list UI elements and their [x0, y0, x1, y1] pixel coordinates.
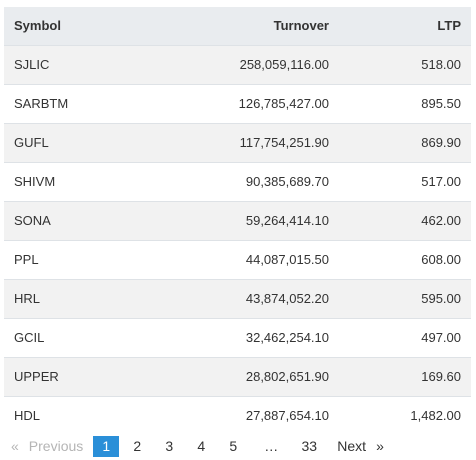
table-row: GCIL 32,462,254.10 497.00: [4, 317, 471, 357]
cell-ltp: 169.60: [339, 356, 471, 396]
cell-symbol: PPL: [4, 239, 114, 279]
page-button-last[interactable]: 33: [301, 438, 318, 454]
cell-symbol: SHIVM: [4, 161, 114, 201]
table-row: SARBTM 126,785,427.00 895.50: [4, 83, 471, 123]
table-row: SHIVM 90,385,689.70 517.00: [4, 161, 471, 201]
cell-turnover: 117,754,251.90: [114, 122, 339, 162]
table-row: SJLIC 258,059,116.00 518.00: [4, 44, 471, 84]
cell-turnover: 44,087,015.50: [114, 239, 339, 279]
cell-symbol: GCIL: [4, 317, 114, 357]
table-row: UPPER 28,802,651.90 169.60: [4, 356, 471, 396]
cell-ltp: 595.00: [339, 278, 471, 318]
cell-ltp: 869.90: [339, 122, 471, 162]
cell-ltp: 462.00: [339, 200, 471, 240]
cell-turnover: 258,059,116.00: [114, 44, 339, 84]
table-row: SONA 59,264,414.10 462.00: [4, 200, 471, 240]
cell-turnover: 43,874,052.20: [114, 278, 339, 318]
page-button-1[interactable]: 1: [93, 436, 120, 457]
cell-ltp: 518.00: [339, 44, 471, 84]
cell-turnover: 90,385,689.70: [114, 161, 339, 201]
table-row: GUFL 117,754,251.90 869.90: [4, 122, 471, 162]
table-header-row: Symbol Turnover LTP: [4, 7, 471, 46]
page-button-2[interactable]: 2: [133, 438, 142, 454]
cell-symbol: SARBTM: [4, 83, 114, 123]
turnover-table: Symbol Turnover LTP SJLIC 258,059,116.00…: [4, 7, 471, 435]
table-row: PPL 44,087,015.50 608.00: [4, 239, 471, 279]
page-button-4[interactable]: 4: [197, 438, 206, 454]
pagination: « Previous 1 2 3 4 5 … 33 Next »: [11, 436, 384, 457]
table-row: HRL 43,874,052.20 595.00: [4, 278, 471, 318]
cell-turnover: 126,785,427.00: [114, 83, 339, 123]
cell-symbol: HDL: [4, 395, 114, 435]
cell-ltp: 895.50: [339, 83, 471, 123]
cell-turnover: 27,887,654.10: [114, 395, 339, 435]
cell-symbol: SONA: [4, 200, 114, 240]
cell-symbol: HRL: [4, 278, 114, 318]
cell-turnover: 32,462,254.10: [114, 317, 339, 357]
cell-turnover: 28,802,651.90: [114, 356, 339, 396]
cell-ltp: 608.00: [339, 239, 471, 279]
cell-symbol: GUFL: [4, 122, 114, 162]
header-ltp[interactable]: LTP: [339, 7, 471, 46]
page-ellipsis: …: [264, 438, 279, 454]
header-symbol[interactable]: Symbol: [4, 7, 114, 46]
cell-symbol: SJLIC: [4, 44, 114, 84]
header-turnover[interactable]: Turnover: [114, 7, 339, 46]
previous-page-button: Previous: [28, 438, 84, 454]
cell-ltp: 497.00: [339, 317, 471, 357]
next-page-button[interactable]: Next: [337, 438, 367, 454]
page-button-5[interactable]: 5: [229, 438, 238, 454]
first-page-arrow-icon: «: [11, 438, 19, 454]
cell-ltp: 517.00: [339, 161, 471, 201]
table-row: HDL 27,887,654.10 1,482.00: [4, 395, 471, 435]
cell-turnover: 59,264,414.10: [114, 200, 339, 240]
page-button-3[interactable]: 3: [165, 438, 174, 454]
last-page-arrow-icon[interactable]: »: [376, 438, 384, 454]
cell-ltp: 1,482.00: [339, 395, 471, 435]
cell-symbol: UPPER: [4, 356, 114, 396]
